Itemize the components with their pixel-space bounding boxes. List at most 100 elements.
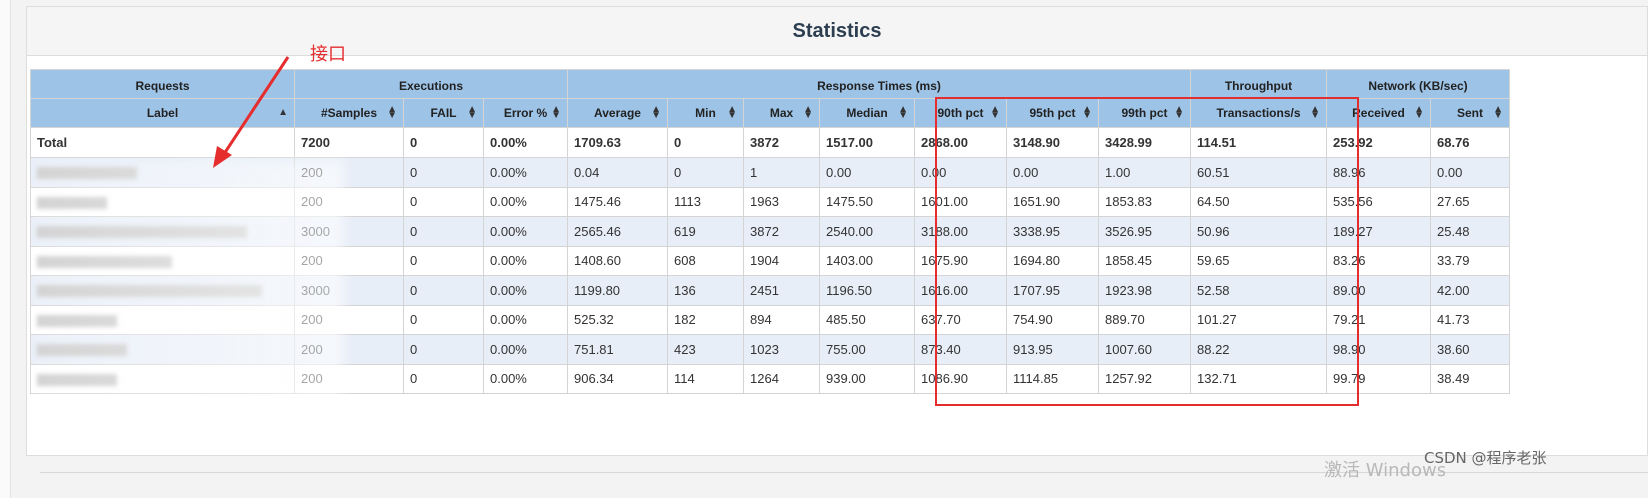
table-row: 200 0 0.00% 1475.46 1113 1963 1475.50 1601.00 16… bbox=[30, 186, 1510, 217]
cell-99th-pct: 3428.99 bbox=[1098, 127, 1191, 158]
cell-sent: 68.76 bbox=[1430, 127, 1510, 158]
cell-samples: 200 bbox=[294, 186, 404, 217]
cell-median: 485.50 bbox=[819, 304, 915, 335]
cell-95th-pct: 0.00 bbox=[1006, 157, 1099, 188]
cell-max: 3872 bbox=[743, 127, 820, 158]
annotation-label: 接口 bbox=[310, 44, 346, 65]
cell-min: 182 bbox=[667, 304, 744, 335]
cell-90th-pct: 1601.00 bbox=[914, 186, 1007, 217]
sort-icon: ▲ ▼ bbox=[727, 104, 737, 121]
cell-label bbox=[30, 157, 295, 188]
cell-error-pct: 0.00% bbox=[483, 127, 568, 158]
cell-received: 79.21 bbox=[1326, 304, 1431, 335]
cell-99th-pct: 1858.45 bbox=[1098, 245, 1191, 276]
col-label[interactable]: Label ▲ bbox=[30, 98, 295, 128]
cell-average: 1475.46 bbox=[567, 186, 668, 217]
col-error-pct[interactable]: Error % ▲ ▼ bbox=[483, 98, 568, 128]
cell-transactions-per-sec: 50.96 bbox=[1190, 216, 1327, 247]
redacted-label bbox=[37, 285, 262, 298]
cell-error-pct: 0.00% bbox=[483, 304, 568, 335]
redacted-label bbox=[37, 167, 137, 180]
cell-median: 755.00 bbox=[819, 334, 915, 365]
page-title: Statistics bbox=[27, 7, 1647, 56]
cell-99th-pct: 1923.98 bbox=[1098, 275, 1191, 306]
cell-90th-pct: 0.00 bbox=[914, 157, 1007, 188]
cell-received: 89.00 bbox=[1326, 275, 1431, 306]
cell-label: Total bbox=[30, 127, 295, 158]
col-samples[interactable]: #Samples ▲ ▼ bbox=[294, 98, 404, 128]
col-received[interactable]: Received ▲ ▼ bbox=[1326, 98, 1431, 128]
cell-received: 189.27 bbox=[1326, 216, 1431, 247]
cell-label bbox=[30, 245, 295, 276]
redacted-label bbox=[37, 373, 117, 386]
cell-samples: 200 bbox=[294, 334, 404, 365]
cell-95th-pct: 3148.90 bbox=[1006, 127, 1099, 158]
cell-99th-pct: 1007.60 bbox=[1098, 334, 1191, 365]
col-max[interactable]: Max ▲ ▼ bbox=[743, 98, 820, 128]
cell-average: 906.34 bbox=[567, 363, 668, 394]
col-95th-pct[interactable]: 95th pct ▲ ▼ bbox=[1006, 98, 1099, 128]
cell-error-pct: 0.00% bbox=[483, 363, 568, 394]
cell-90th-pct: 1086.90 bbox=[914, 363, 1007, 394]
group-header-row: Requests Executions Response Times (ms) … bbox=[30, 69, 1510, 99]
table-row: 200 0 0.00% 0.04 0 1 0.00 0.00 0.00 1.00 60.51 88.9… bbox=[30, 157, 1510, 188]
cell-average: 1709.63 bbox=[567, 127, 668, 158]
cell-sent: 27.65 bbox=[1430, 186, 1510, 217]
cell-max: 1963 bbox=[743, 186, 820, 217]
col-99th-pct[interactable]: 99th pct ▲ ▼ bbox=[1098, 98, 1191, 128]
cell-samples: 200 bbox=[294, 245, 404, 276]
cell-90th-pct: 1675.90 bbox=[914, 245, 1007, 276]
cell-median: 1475.50 bbox=[819, 186, 915, 217]
col-median[interactable]: Median ▲ ▼ bbox=[819, 98, 915, 128]
cell-max: 894 bbox=[743, 304, 820, 335]
cell-95th-pct: 1694.80 bbox=[1006, 245, 1099, 276]
cell-label bbox=[30, 275, 295, 306]
cell-sent: 0.00 bbox=[1430, 157, 1510, 188]
table-row: 200 0 0.00% 525.32 182 894 485.50 637.70 754.90 8… bbox=[30, 304, 1510, 335]
cell-average: 525.32 bbox=[567, 304, 668, 335]
cell-label bbox=[30, 363, 295, 394]
cell-fail: 0 bbox=[403, 245, 484, 276]
cell-90th-pct: 2868.00 bbox=[914, 127, 1007, 158]
cell-95th-pct: 913.95 bbox=[1006, 334, 1099, 365]
sort-asc-icon: ▲ bbox=[278, 107, 288, 118]
group-executions: Executions bbox=[294, 69, 568, 99]
sort-icon: ▲ ▼ bbox=[651, 104, 661, 121]
table-row: 200 0 0.00% 906.34 114 1264 939.00 1086.90 1114.… bbox=[30, 363, 1510, 394]
cell-received: 88.96 bbox=[1326, 157, 1431, 188]
cell-95th-pct: 3338.95 bbox=[1006, 216, 1099, 247]
redacted-label bbox=[37, 226, 247, 239]
col-average[interactable]: Average ▲ ▼ bbox=[567, 98, 668, 128]
cell-min: 608 bbox=[667, 245, 744, 276]
cell-95th-pct: 1651.90 bbox=[1006, 186, 1099, 217]
cell-average: 751.81 bbox=[567, 334, 668, 365]
col-90th-pct[interactable]: 90th pct ▲ ▼ bbox=[914, 98, 1007, 128]
cell-received: 83.26 bbox=[1326, 245, 1431, 276]
col-transactions-per-sec[interactable]: Transactions/s ▲ ▼ bbox=[1190, 98, 1327, 128]
statistics-table-wrapper: Requests Executions Response Times (ms) … bbox=[30, 69, 1510, 394]
cell-transactions-per-sec: 64.50 bbox=[1190, 186, 1327, 217]
cell-max: 1 bbox=[743, 157, 820, 188]
col-sent[interactable]: Sent ▲ ▼ bbox=[1430, 98, 1510, 128]
table-row: 3000 0 0.00% 2565.46 619 3872 2540.00 3188.00 33… bbox=[30, 216, 1510, 247]
redacted-label bbox=[37, 255, 172, 268]
cell-average: 1199.80 bbox=[567, 275, 668, 306]
cell-90th-pct: 873.40 bbox=[914, 334, 1007, 365]
cell-sent: 38.49 bbox=[1430, 363, 1510, 394]
col-fail[interactable]: FAIL ▲ ▼ bbox=[403, 98, 484, 128]
col-min[interactable]: Min ▲ ▼ bbox=[667, 98, 744, 128]
windows-activation-watermark: 激活 Windows bbox=[1324, 460, 1447, 481]
statistics-table-body: Total 7200 0 0.00% 1709.63 0 3872 1517.0… bbox=[30, 127, 1510, 394]
sort-icon: ▲ ▼ bbox=[803, 104, 813, 121]
csdn-watermark: CSDN @程序老张 bbox=[1424, 449, 1547, 467]
cell-samples: 3000 bbox=[294, 216, 404, 247]
cell-95th-pct: 754.90 bbox=[1006, 304, 1099, 335]
cell-transactions-per-sec: 132.71 bbox=[1190, 363, 1327, 394]
sort-icon: ▲ ▼ bbox=[1493, 104, 1503, 121]
sort-icon: ▲ ▼ bbox=[898, 104, 908, 121]
cell-median: 1517.00 bbox=[819, 127, 915, 158]
sort-icon: ▲ ▼ bbox=[1082, 104, 1092, 121]
cell-label bbox=[30, 186, 295, 217]
cell-fail: 0 bbox=[403, 275, 484, 306]
sort-icon: ▲ ▼ bbox=[387, 104, 397, 121]
